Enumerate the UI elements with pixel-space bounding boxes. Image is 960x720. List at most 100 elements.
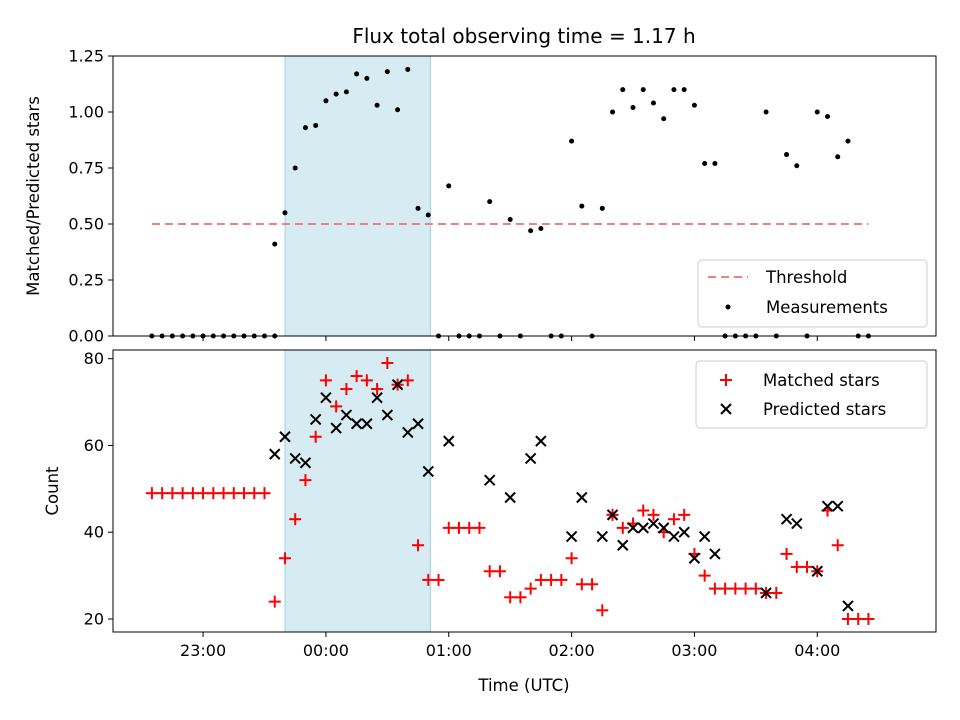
measurement-point	[712, 161, 718, 167]
matched-point	[176, 487, 189, 500]
matched-point	[504, 591, 517, 604]
predicted-point	[361, 418, 373, 430]
top-panel-legend: Threshold Measurements	[697, 259, 928, 328]
measurement-point	[569, 138, 575, 144]
y-tick-label: 20	[84, 609, 104, 628]
bottom-panel-y-label: Count	[43, 466, 62, 516]
measurement-point	[405, 66, 411, 72]
measurement-point	[763, 109, 769, 115]
matched-point	[729, 582, 742, 595]
matched-point	[319, 374, 332, 387]
matched-point	[575, 578, 588, 591]
matched-point	[555, 573, 568, 586]
predicted-point	[402, 426, 414, 439]
measurements-legend-label: Measurements	[766, 298, 888, 317]
bottom-legend-box	[695, 360, 928, 429]
predicted-point	[637, 522, 649, 534]
measurement-point	[661, 116, 667, 122]
matched-point	[473, 521, 486, 534]
predicted-point	[760, 587, 772, 599]
predicted-point	[309, 413, 322, 426]
predicted-point	[627, 522, 639, 534]
measurement-point	[640, 87, 646, 93]
top-chart-title: Flux total observing time = 1.17 h	[352, 24, 695, 48]
measurement-point	[814, 109, 820, 115]
y-tick-label: 60	[84, 436, 104, 455]
y-tick-label: 0.25	[68, 271, 104, 290]
measurement-point	[671, 87, 677, 93]
measurement-point	[364, 75, 370, 81]
y-tick-label: 1.25	[68, 47, 104, 66]
x-tick-label: 00:00	[303, 641, 349, 660]
measurement-point	[425, 212, 431, 218]
measurements-legend-swatch	[725, 304, 731, 310]
measurement-point	[446, 183, 452, 189]
measurement-point	[691, 102, 697, 108]
top-panel-y-label: Matched/Predicted stars	[24, 96, 43, 296]
top-legend-box	[697, 259, 928, 328]
predicted-point	[504, 491, 516, 504]
predicted-point	[647, 517, 660, 530]
matched-point	[852, 612, 865, 625]
matched-point	[258, 487, 271, 500]
observing-window-span	[284, 349, 431, 633]
measurement-point	[620, 87, 626, 93]
x-tick-label: 04:00	[794, 641, 840, 660]
measurement-point	[415, 205, 421, 211]
measurement-point	[579, 203, 585, 209]
y-tick-label: 80	[84, 349, 104, 368]
matched-point	[463, 521, 476, 534]
x-tick-label: 23:00	[180, 641, 226, 660]
matched-point	[749, 582, 762, 595]
matched-point	[637, 504, 650, 517]
predicted-point	[596, 530, 609, 543]
matched-point	[360, 374, 373, 387]
y-tick-label: 0.75	[68, 159, 104, 178]
measurement-point	[507, 217, 513, 223]
matched-point	[238, 487, 251, 500]
x-tick-label: 02:00	[549, 641, 595, 660]
matched-point	[207, 487, 220, 500]
matched-point	[667, 513, 680, 526]
predicted-point	[289, 452, 301, 465]
y-tick-label: 0.50	[68, 215, 104, 234]
bottom-panel-plot-area	[145, 349, 875, 633]
matched-point	[156, 487, 169, 500]
measurement-point	[528, 228, 534, 234]
matched-point	[278, 552, 291, 565]
predicted-point	[535, 435, 547, 447]
measurement-point	[784, 152, 790, 158]
measurement-point	[313, 122, 319, 128]
top-panel-frame	[112, 55, 937, 337]
series-predicted-stars	[269, 379, 854, 612]
predicted-point	[299, 457, 312, 469]
matched-point	[770, 586, 783, 599]
y-tick-label: 40	[84, 523, 104, 542]
x-tick-label: 03:00	[671, 641, 717, 660]
measurement-point	[323, 98, 329, 104]
predicted-point	[565, 530, 578, 543]
predicted-point	[698, 530, 711, 543]
matched-point	[197, 487, 210, 500]
predicted-point	[340, 409, 353, 421]
measurement-point	[302, 125, 308, 131]
predicted-point	[791, 517, 803, 530]
predicted-point	[371, 392, 383, 404]
measurement-point	[384, 69, 390, 75]
measurement-point	[650, 100, 656, 106]
measurement-point	[794, 163, 800, 169]
matched-point	[483, 565, 496, 578]
predicted-point	[842, 600, 854, 612]
bottom-panel-x-ticks: 23:00 00:00 01:00 02:00 03:00 04:00	[180, 632, 840, 660]
matched-point	[586, 578, 599, 591]
matched-point	[596, 604, 609, 617]
matched-point	[299, 474, 312, 487]
measurement-point	[599, 205, 605, 211]
predicted-point	[524, 452, 537, 465]
matched-point	[514, 591, 527, 604]
predicted-point	[350, 418, 363, 430]
matched-point	[217, 487, 230, 500]
measurement-point	[333, 91, 339, 97]
